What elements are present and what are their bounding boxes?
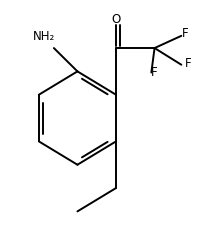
Text: NH₂: NH₂ xyxy=(33,30,55,43)
Text: F: F xyxy=(182,27,189,40)
Text: F: F xyxy=(184,57,191,70)
Text: O: O xyxy=(111,13,121,26)
Text: F: F xyxy=(151,66,158,79)
